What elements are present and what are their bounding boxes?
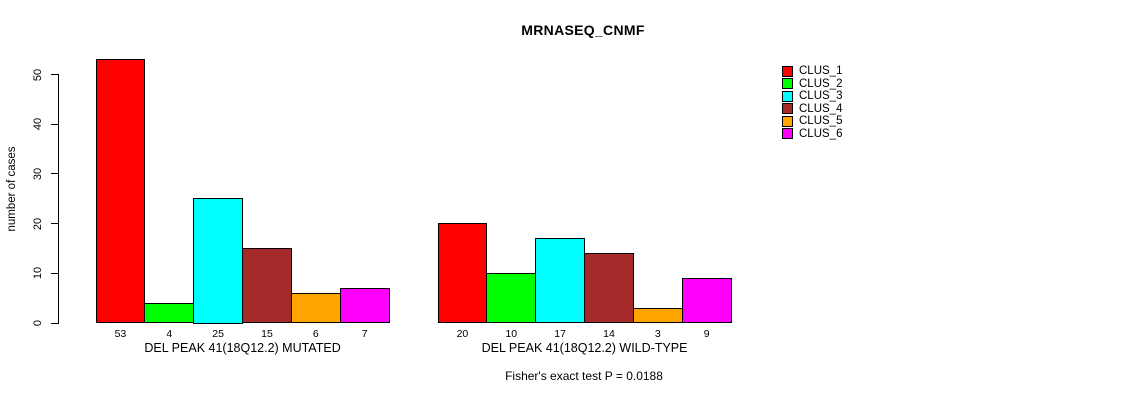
legend-item-clus_1: CLUS_1 [782,65,842,77]
legend-swatch [782,103,793,114]
y-tick-label: 40 [32,118,44,131]
chart-title: MRNASEQ_CNMF [521,22,645,38]
y-tick-label: 20 [32,217,44,230]
bar-clus_2-group2 [486,272,537,324]
y-tick [51,223,58,225]
bar-clus_4-group1 [242,247,292,324]
legend-label: CLUS_2 [799,77,843,90]
fisher-test-annotation: Fisher's exact test P = 0.0188 [505,369,663,383]
legend-swatch [782,115,793,127]
legend-item-clus_2: CLUS_2 [782,78,842,90]
bar-clus_6-group1 [339,287,390,324]
legend-swatch [782,90,793,102]
bar-clus_1-group2 [437,223,488,324]
bar-clus_5-group2 [632,307,683,324]
bar-value-label: 4 [166,328,173,340]
legend-label: CLUS_3 [799,90,843,102]
bar-value-label: 6 [312,328,319,340]
legend-label: CLUS_6 [799,127,843,140]
y-tick-label: 30 [32,167,44,181]
bar-value-label: 9 [703,328,710,340]
bar-value-label: 10 [505,328,518,340]
bar-clus_5-group1 [290,292,341,324]
bar-value-label: 20 [456,328,469,340]
y-tick-label: 10 [32,267,44,280]
y-tick-label: 50 [32,68,44,81]
bar-clus_6-group2 [681,277,732,324]
legend-item-clus_3: CLUS_3 [782,90,842,102]
bar-clus_3-group2 [535,238,586,324]
y-tick-label: 0 [32,319,44,327]
bar-value-label: 53 [114,328,127,340]
bar-value-label: 14 [603,328,615,340]
bar-value-label: 3 [654,328,661,340]
y-tick [51,173,58,175]
bar-clus_3-group1 [193,198,244,324]
y-tick [51,322,58,324]
y-tick [51,272,58,274]
bar-value-label: 15 [261,328,273,340]
bar-value-label: 17 [554,328,566,340]
y-tick [51,123,58,125]
legend-item-clus_5: CLUS_5 [782,115,842,127]
legend-swatch [782,65,793,77]
legend-label: CLUS_4 [799,102,843,115]
bar-value-label: 7 [361,328,368,340]
legend-swatch [782,128,793,139]
legend-label: CLUS_5 [799,115,843,127]
legend-item-clus_4: CLUS_4 [782,103,842,115]
bar-clus_2-group1 [144,302,195,324]
bar-clus_4-group2 [584,252,634,324]
bar-clus_1-group1 [95,59,146,324]
legend-label: CLUS_1 [799,65,843,77]
y-tick [51,74,58,75]
legend-item-clus_6: CLUS_6 [782,128,842,140]
group-axis-label: DEL PEAK 41(18Q12.2) MUTATED [144,341,341,355]
bar-value-label: 25 [212,328,224,340]
y-axis-line [58,74,59,324]
group-axis-label: DEL PEAK 41(18Q12.2) WILD-TYPE [481,341,688,355]
y-axis-title-text: number of cases [6,146,18,232]
legend-swatch [782,78,793,89]
